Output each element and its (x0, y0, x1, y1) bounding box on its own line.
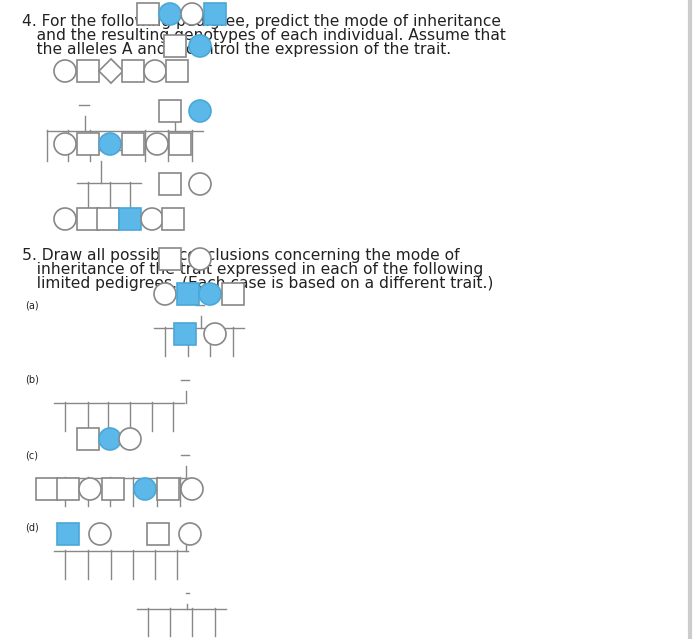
Text: (c): (c) (25, 450, 38, 460)
Circle shape (179, 523, 201, 545)
Circle shape (154, 283, 176, 305)
Bar (157, 478, 179, 500)
Circle shape (144, 60, 166, 82)
Circle shape (54, 208, 76, 230)
Bar (77, 428, 99, 450)
Bar (36, 478, 58, 500)
Bar (222, 283, 244, 305)
Bar (122, 60, 144, 82)
Text: (a): (a) (25, 300, 38, 310)
Bar (169, 133, 191, 155)
Text: 4. For the following pedigree, predict the mode of inheritance: 4. For the following pedigree, predict t… (22, 14, 501, 29)
Circle shape (134, 478, 156, 500)
Bar (159, 100, 181, 122)
Circle shape (141, 208, 163, 230)
Bar (77, 208, 99, 230)
Bar (57, 523, 79, 545)
Bar (119, 208, 141, 230)
Text: and the resulting genotypes of each individual. Assume that: and the resulting genotypes of each indi… (22, 28, 506, 43)
Bar (174, 323, 196, 345)
Circle shape (199, 283, 221, 305)
Circle shape (181, 3, 203, 25)
Bar (102, 478, 124, 500)
Text: the alleles A and a control the expression of the trait.: the alleles A and a control the expressi… (22, 42, 451, 57)
Circle shape (189, 100, 211, 122)
Circle shape (79, 478, 101, 500)
Bar (77, 133, 99, 155)
Circle shape (189, 35, 211, 57)
Circle shape (99, 428, 121, 450)
Bar (122, 133, 144, 155)
Circle shape (54, 133, 76, 155)
Bar (57, 478, 79, 500)
Bar (159, 248, 181, 270)
Text: inheritance of the trait expressed in each of the following: inheritance of the trait expressed in ea… (22, 262, 483, 277)
Bar (166, 60, 188, 82)
Circle shape (119, 428, 141, 450)
Bar (159, 173, 181, 195)
Circle shape (146, 133, 168, 155)
Circle shape (189, 248, 211, 270)
Circle shape (99, 133, 121, 155)
Bar (77, 60, 99, 82)
Circle shape (204, 323, 226, 345)
Bar (162, 208, 184, 230)
Text: (b): (b) (25, 375, 39, 385)
Circle shape (89, 523, 111, 545)
Bar (164, 35, 186, 57)
Bar (204, 3, 226, 25)
Text: (d): (d) (25, 523, 38, 533)
Bar (177, 283, 199, 305)
Circle shape (159, 3, 181, 25)
Circle shape (54, 60, 76, 82)
Bar (97, 208, 119, 230)
Polygon shape (99, 59, 123, 83)
Circle shape (189, 173, 211, 195)
Circle shape (181, 478, 203, 500)
Text: limited pedigrees. (Each case is based on a different trait.): limited pedigrees. (Each case is based o… (22, 276, 493, 291)
Text: 5. Draw all possible conclusions concerning the mode of: 5. Draw all possible conclusions concern… (22, 248, 460, 263)
Bar (137, 3, 159, 25)
Bar (147, 523, 169, 545)
